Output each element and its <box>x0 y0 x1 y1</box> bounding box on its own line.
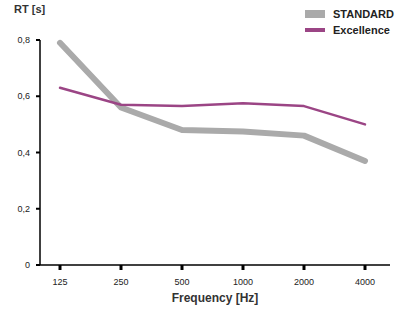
y-tick-label: 0,6 <box>17 91 30 101</box>
x-tick-label: 125 <box>52 277 67 287</box>
chart-container: 0 0,2 0,4 0,6 0,8 125 250 500 1000 2000 4000 RT [s]… <box>0 0 415 310</box>
x-axis-label: Frequency [Hz] <box>172 291 259 305</box>
plot-area <box>60 43 365 161</box>
series-line <box>60 43 365 161</box>
legend: STANDARD Excellence <box>305 8 394 36</box>
x-tick-label: 2000 <box>294 277 314 287</box>
legend-label: STANDARD <box>333 8 394 20</box>
y-tick-label: 0,4 <box>17 148 30 158</box>
y-axis <box>39 40 41 265</box>
y-tick-label: 0,8 <box>17 35 30 45</box>
y-axis-label: RT [s] <box>14 3 46 15</box>
y-tick-label: 0 <box>25 260 30 270</box>
legend-swatch <box>305 28 325 32</box>
x-tick-label: 1000 <box>233 277 253 287</box>
x-axis <box>40 264 390 266</box>
chart-svg: 0 0,2 0,4 0,6 0,8 125 250 500 1000 2000 4000 RT [s]… <box>0 0 415 310</box>
legend-label: Excellence <box>333 24 390 36</box>
legend-swatch <box>305 10 325 18</box>
y-tick-label: 0,2 <box>17 204 30 214</box>
x-tick-label: 500 <box>174 277 189 287</box>
series-line <box>60 88 365 125</box>
x-tick-label: 4000 <box>355 277 375 287</box>
x-tick-label: 250 <box>113 277 128 287</box>
